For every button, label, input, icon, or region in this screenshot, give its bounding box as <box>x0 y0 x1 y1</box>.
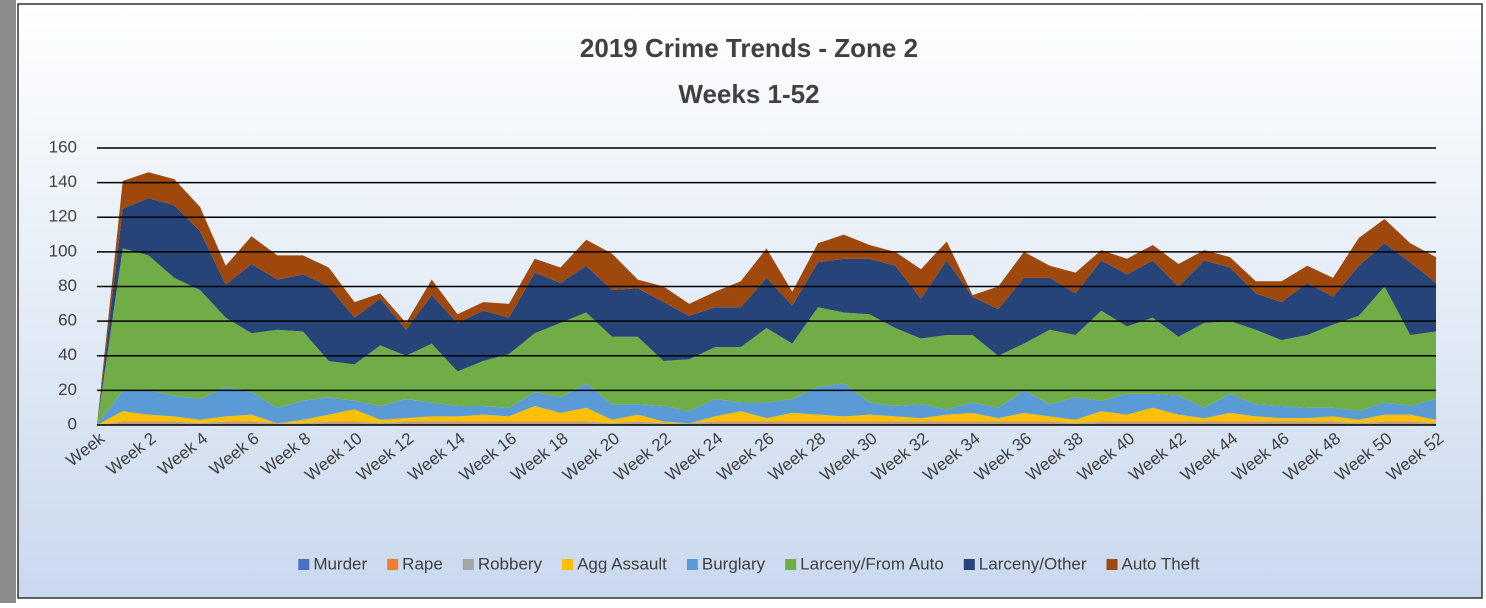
legend-swatch <box>387 559 399 570</box>
y-tick-label: 80 <box>58 276 77 295</box>
legend-label: Larceny/Other <box>979 554 1087 573</box>
y-tick-label: 60 <box>58 311 77 330</box>
legend-swatch <box>462 559 474 570</box>
y-tick-label: 20 <box>58 380 77 399</box>
legend-swatch <box>785 559 797 570</box>
chart-title: 2019 Crime Trends - Zone 2 <box>580 33 918 63</box>
area <box>97 198 1436 425</box>
area <box>97 248 1436 425</box>
area <box>97 172 1436 425</box>
y-tick-label: 40 <box>58 345 77 364</box>
area <box>97 405 1436 425</box>
y-tick-label: 140 <box>49 172 77 191</box>
frame-shadow <box>0 0 16 603</box>
legend-swatch <box>963 559 975 570</box>
legend-label: Murder <box>313 554 367 573</box>
legend-label: Larceny/From Auto <box>800 554 944 573</box>
legend-swatch <box>298 559 310 570</box>
area <box>97 383 1436 425</box>
area <box>97 421 1436 425</box>
legend-label: Burglary <box>702 554 766 573</box>
legend-swatch <box>686 559 698 570</box>
legend-label: Robbery <box>478 554 543 573</box>
y-tick-label: 0 <box>68 414 77 433</box>
legend-swatch <box>1106 559 1118 570</box>
y-tick-label: 160 <box>49 137 77 156</box>
legend-swatch <box>562 559 574 570</box>
chart-subtitle: Weeks 1-52 <box>678 79 819 109</box>
legend-label: Auto Theft <box>1122 554 1200 573</box>
legend-label: Rape <box>402 554 443 573</box>
legend-label: Agg Assault <box>577 554 667 573</box>
y-tick-label: 100 <box>49 241 77 260</box>
y-tick-label: 120 <box>49 207 77 226</box>
